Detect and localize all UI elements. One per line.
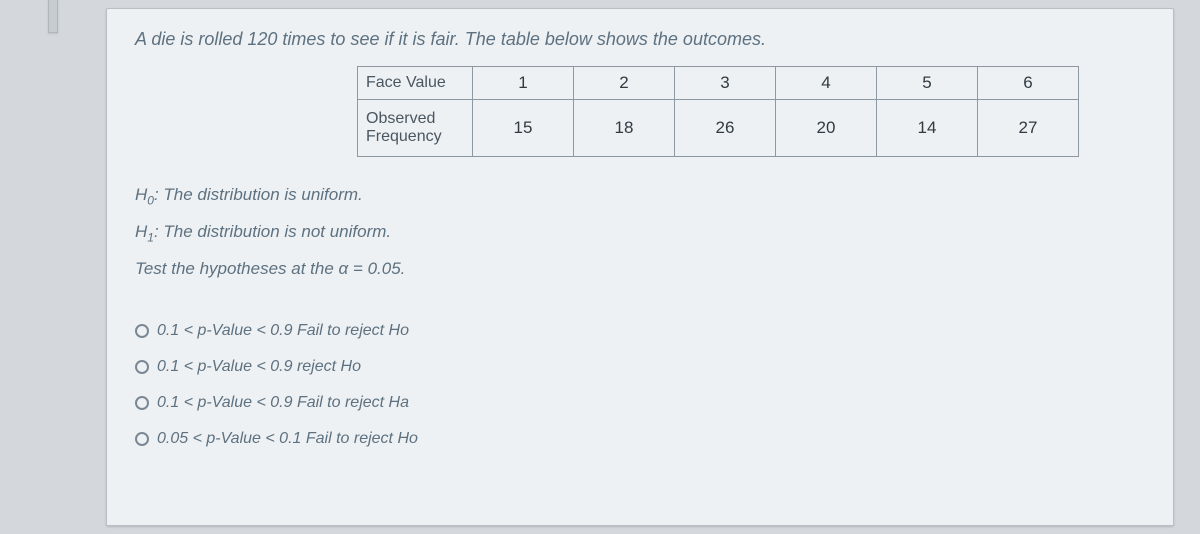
- face-cell: 3: [675, 67, 776, 100]
- option-label: 0.1 < p-Value < 0.9 Fail to reject Ha: [157, 394, 409, 412]
- scroll-handle-remnant: [48, 0, 58, 33]
- table-row: Face Value 1 2 3 4 5 6: [358, 67, 1079, 100]
- answer-option[interactable]: 0.1 < p-Value < 0.9 Fail to reject Ho: [135, 322, 1145, 340]
- answer-option[interactable]: 0.05 < p-Value < 0.1 Fail to reject Ho: [135, 430, 1145, 448]
- row-label-observed-frequency: Observed Frequency: [358, 100, 473, 157]
- h1-sub: 1: [147, 231, 154, 245]
- count-cell: 14: [877, 100, 978, 157]
- alpha-line: Test the hypotheses at the α = 0.05.: [135, 253, 1145, 285]
- count-cell: 18: [574, 100, 675, 157]
- option-label: 0.1 < p-Value < 0.9 Fail to reject Ho: [157, 322, 409, 340]
- hypotheses-block: H0: The distribution is uniform. H1: The…: [135, 179, 1145, 286]
- count-cell: 26: [675, 100, 776, 157]
- answer-option[interactable]: 0.1 < p-Value < 0.9 Fail to reject Ha: [135, 394, 1145, 412]
- answer-options: 0.1 < p-Value < 0.9 Fail to reject Ho 0.…: [135, 322, 1145, 448]
- face-cell: 4: [776, 67, 877, 100]
- answer-option[interactable]: 0.1 < p-Value < 0.9 reject Ho: [135, 358, 1145, 376]
- radio-icon[interactable]: [135, 432, 149, 446]
- h1-line: H1: The distribution is not uniform.: [135, 216, 1145, 249]
- question-intro: A die is rolled 120 times to see if it i…: [135, 29, 1145, 50]
- count-cell: 20: [776, 100, 877, 157]
- face-cell: 1: [473, 67, 574, 100]
- outcome-table: Face Value 1 2 3 4 5 6 Observed Frequenc…: [357, 66, 1079, 157]
- row-label-line: Observed: [366, 110, 435, 127]
- count-cell: 27: [978, 100, 1079, 157]
- row-label-face-value: Face Value: [358, 67, 473, 100]
- table-row: Observed Frequency 15 18 26 20 14 27: [358, 100, 1079, 157]
- face-cell: 6: [978, 67, 1079, 100]
- radio-icon[interactable]: [135, 396, 149, 410]
- page: A die is rolled 120 times to see if it i…: [0, 0, 1200, 534]
- h0-sub: 0: [147, 193, 154, 207]
- option-label: 0.1 < p-Value < 0.9 reject Ho: [157, 358, 361, 376]
- h0-prefix: H: [135, 185, 147, 204]
- radio-icon[interactable]: [135, 360, 149, 374]
- h0-line: H0: The distribution is uniform.: [135, 179, 1145, 212]
- row-label-line: Frequency: [366, 128, 442, 145]
- h1-prefix: H: [135, 222, 147, 241]
- face-cell: 2: [574, 67, 675, 100]
- h0-text: : The distribution is uniform.: [154, 185, 363, 204]
- question-card: A die is rolled 120 times to see if it i…: [106, 8, 1174, 526]
- h1-text: : The distribution is not uniform.: [154, 222, 391, 241]
- radio-icon[interactable]: [135, 324, 149, 338]
- option-label: 0.05 < p-Value < 0.1 Fail to reject Ho: [157, 430, 418, 448]
- face-cell: 5: [877, 67, 978, 100]
- count-cell: 15: [473, 100, 574, 157]
